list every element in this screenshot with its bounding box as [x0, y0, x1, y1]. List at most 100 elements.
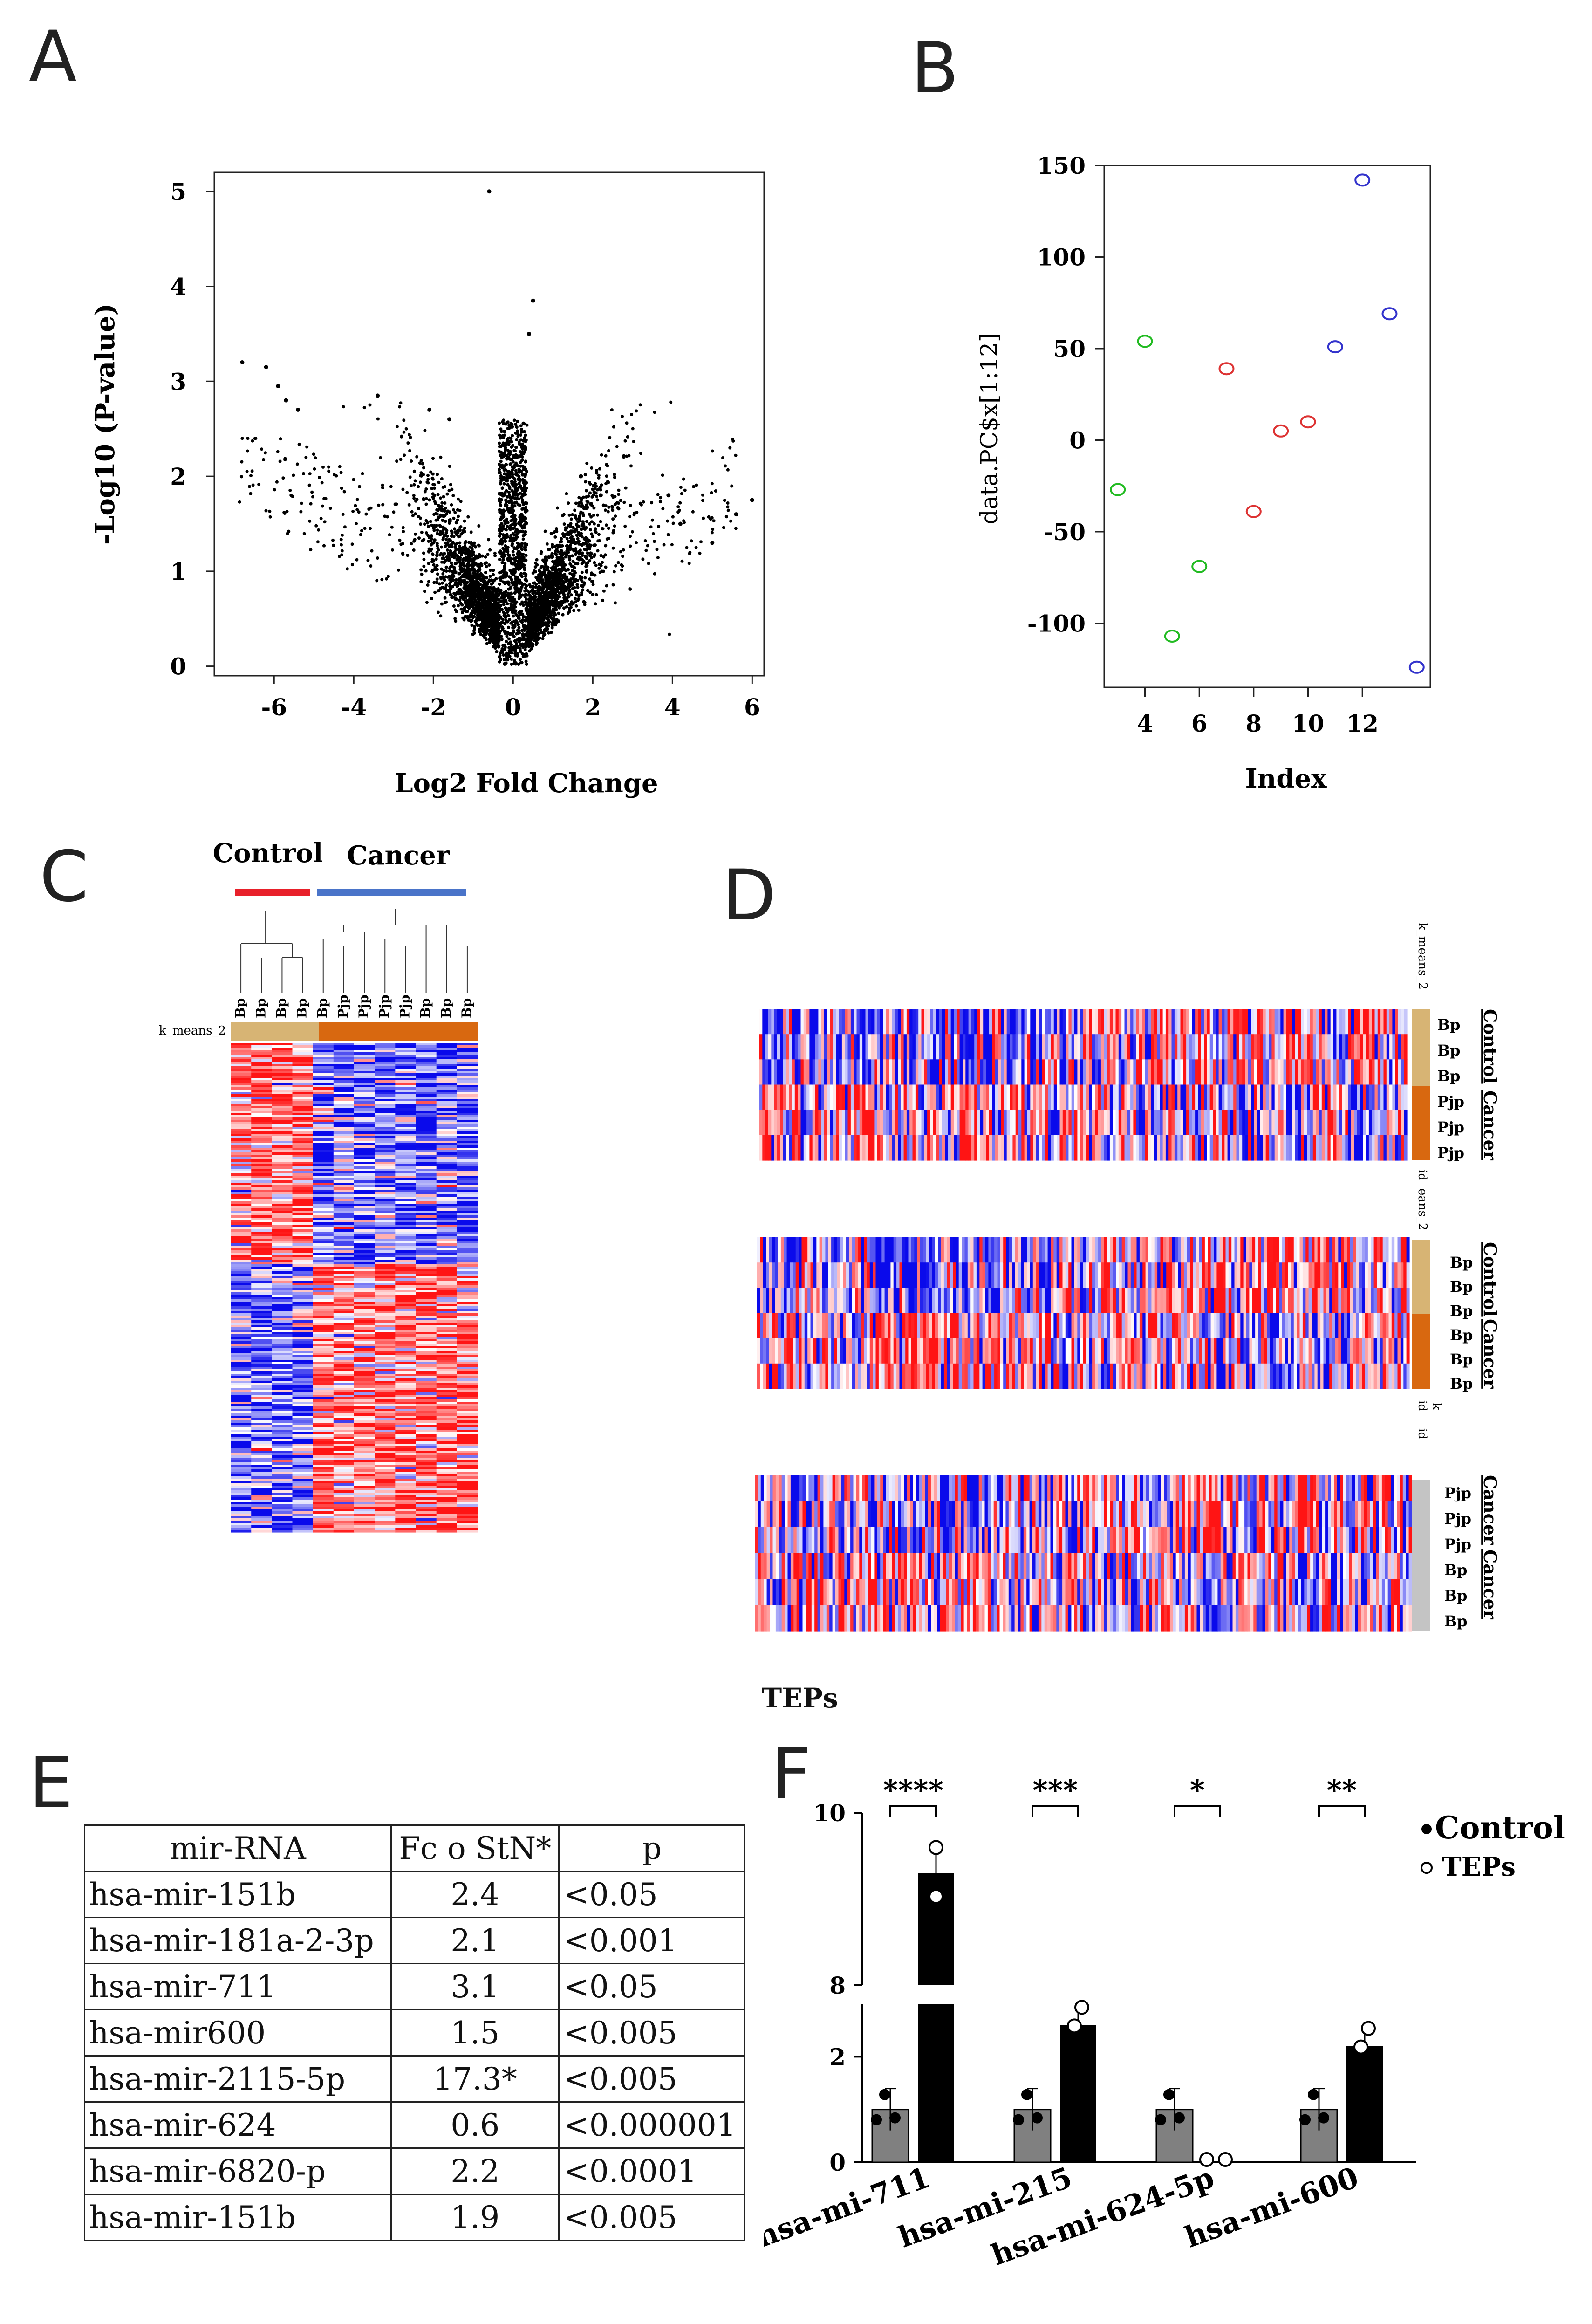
volcano-point	[532, 581, 535, 585]
volcano-point	[550, 626, 554, 630]
volcano-point	[677, 508, 681, 512]
volcano-point	[644, 548, 648, 552]
volcano-point	[275, 480, 279, 484]
heatmap-c-cell	[251, 1101, 272, 1104]
volcano-point	[687, 562, 691, 565]
volcano-point	[499, 500, 502, 504]
volcano-point	[497, 601, 500, 605]
volcano-point	[582, 560, 586, 563]
volcano-point	[352, 478, 355, 481]
heatmap-c-cell	[375, 1080, 396, 1083]
volcano-point	[623, 439, 627, 443]
volcano-point	[452, 516, 456, 520]
volcano-point	[597, 566, 601, 570]
heatmap-c-cell	[375, 1066, 396, 1069]
volcano-point	[412, 483, 416, 487]
volcano-point	[613, 601, 617, 605]
heatmap-c-cell	[457, 1071, 478, 1074]
volcano-point	[474, 599, 478, 603]
volcano-point	[561, 613, 565, 617]
heatmap-c-cell	[436, 1043, 458, 1046]
heatmap-c-sample-label: Pjp	[397, 994, 412, 1018]
volcano-point	[577, 525, 581, 528]
heatmap-c-cell	[457, 1080, 478, 1083]
heatmap-c-cell	[375, 1143, 396, 1146]
heatmap-c-cell	[251, 1099, 272, 1102]
volcano-point	[506, 550, 510, 554]
volcano-point	[248, 485, 251, 488]
volcano-point	[515, 438, 519, 441]
volcano-point	[507, 490, 511, 494]
volcano-point	[548, 608, 552, 612]
volcano-point	[512, 619, 516, 623]
volcano-point	[469, 602, 473, 606]
heatmap-c-cell	[231, 1062, 252, 1064]
heatmap-c-cell	[272, 1157, 293, 1160]
heatmap-c-cell	[436, 1152, 458, 1155]
heatmap-c-sample-label: Pjp	[376, 994, 392, 1018]
heatmap-c-cell	[272, 1106, 293, 1109]
volcano-point	[511, 473, 514, 476]
heatmap-c-cell	[416, 1080, 437, 1083]
heatmap-c-cell	[354, 1059, 375, 1062]
volcano-point	[567, 568, 570, 571]
heatmap-c-cell	[272, 1127, 293, 1130]
volcano-point	[554, 527, 558, 530]
volcano-point	[535, 627, 539, 631]
heatmap-c-cell	[395, 1045, 417, 1048]
volcano-point	[444, 538, 448, 542]
volcano-point	[527, 598, 531, 602]
heatmap-c-cell	[354, 1159, 375, 1162]
volcano-point	[412, 494, 416, 497]
volcano-point	[510, 519, 513, 522]
heatmap-c-cell	[313, 1138, 334, 1141]
volcano-point	[586, 551, 589, 555]
volcano-point	[630, 413, 634, 416]
heatmap-c-cell	[333, 1087, 355, 1090]
heatmap-c-cell	[354, 1115, 375, 1118]
volcano-point	[565, 537, 569, 541]
volcano-point	[426, 521, 430, 525]
pca-xtick-label: 4	[1137, 710, 1153, 737]
volcano-point	[434, 557, 438, 561]
volcano-point	[512, 509, 515, 513]
volcano-point	[524, 501, 527, 505]
heatmap-c-cell	[354, 1087, 375, 1090]
volcano-point	[524, 433, 527, 437]
heatmap-c-cancer-bar	[317, 889, 466, 896]
volcano-point	[514, 461, 518, 465]
volcano-point	[613, 473, 616, 476]
volcano-point	[413, 479, 417, 483]
volcano-point	[543, 560, 547, 563]
volcano-point	[582, 583, 586, 587]
volcano-point	[322, 544, 326, 548]
volcano-point	[420, 530, 424, 534]
volcano-point	[472, 629, 476, 633]
heatmap-c-cell	[416, 1062, 437, 1064]
heatmap-c-cell	[333, 1176, 355, 1179]
volcano-point	[722, 526, 725, 529]
heatmap-c-cell	[333, 1085, 355, 1088]
heatmap-c-cell	[375, 1122, 396, 1125]
pca-ytick-label: 0	[1069, 426, 1086, 454]
volcano-point	[597, 473, 601, 477]
heatmap-c-cell	[292, 1162, 314, 1165]
volcano-point	[573, 569, 576, 573]
heatmap-c-cell	[292, 1076, 314, 1078]
heatmap-c-cell	[436, 1101, 458, 1104]
heatmap-c-cell	[333, 1155, 355, 1158]
heatmap-c-cell	[436, 1045, 458, 1048]
volcano-point	[436, 528, 439, 532]
volcano-point	[604, 454, 608, 458]
volcano-point	[412, 548, 416, 552]
volcano-point	[411, 514, 415, 518]
volcano-point	[491, 633, 495, 637]
volcano-point	[459, 561, 463, 565]
heatmap-c-cell	[436, 1159, 458, 1162]
heatmap-c-cell	[395, 1169, 417, 1172]
heatmap-c-cell	[313, 1171, 334, 1174]
volcano-point	[445, 548, 449, 552]
volcano-point	[579, 527, 583, 531]
heatmap-c-cell	[333, 1124, 355, 1127]
volcano-point	[441, 531, 444, 535]
